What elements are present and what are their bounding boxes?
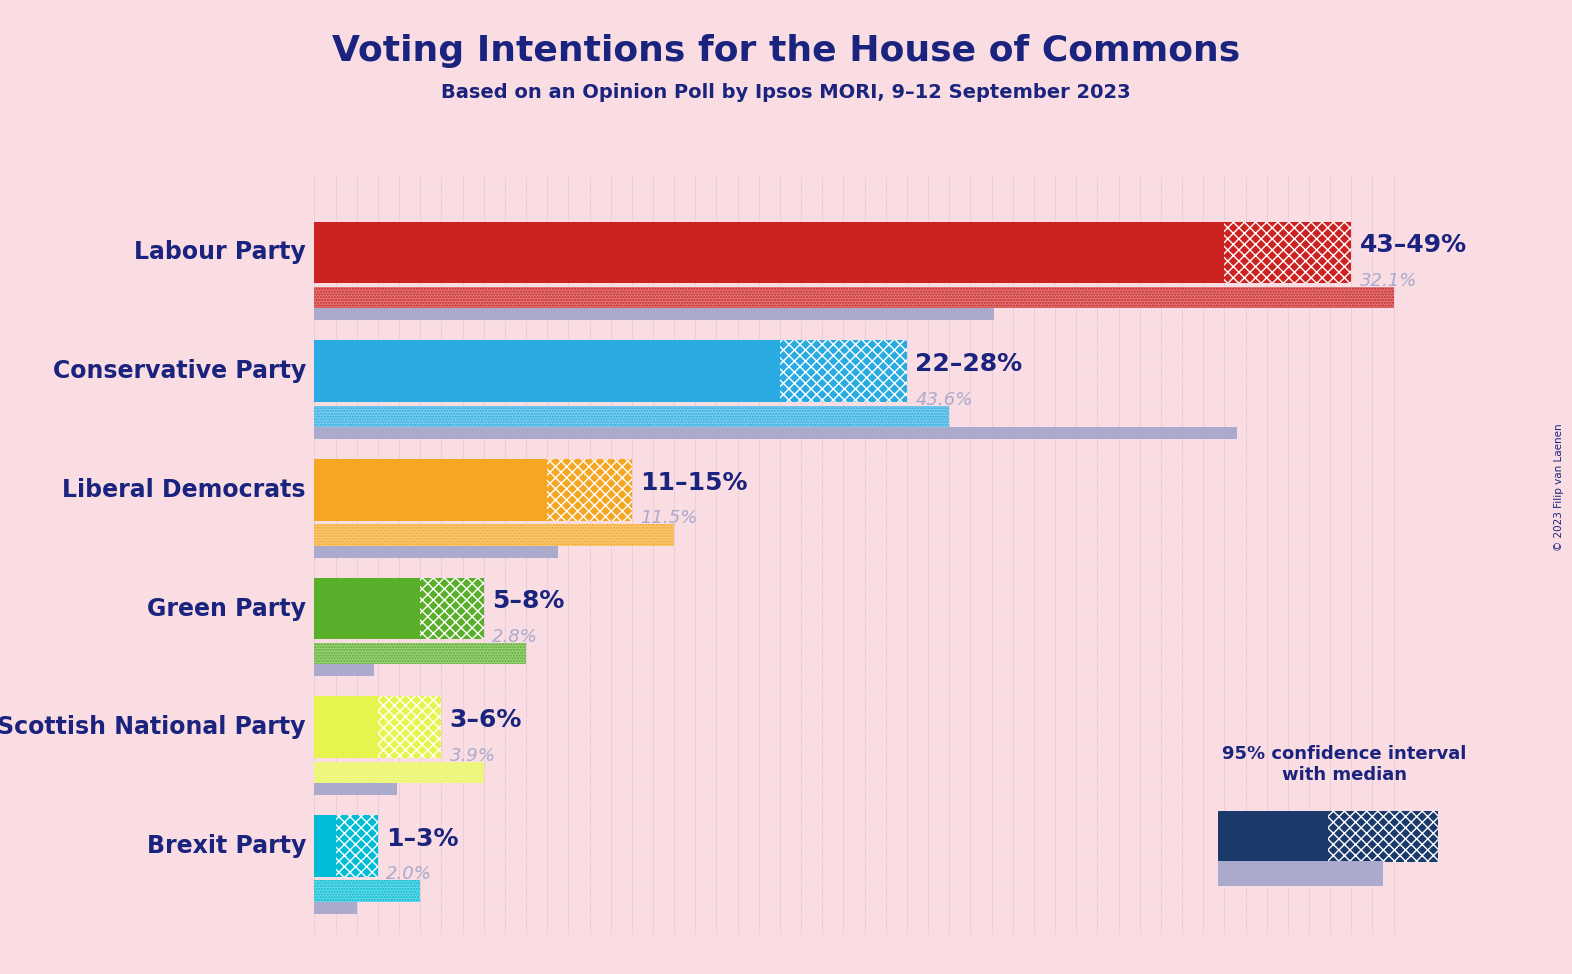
Text: Labour Party: Labour Party (134, 241, 307, 265)
Bar (314, 696, 377, 758)
Bar (314, 664, 374, 676)
Bar (314, 524, 674, 545)
Bar (314, 287, 1394, 308)
Bar (314, 815, 335, 877)
Text: 3.9%: 3.9% (450, 747, 495, 765)
Text: 11–15%: 11–15% (640, 470, 748, 495)
Text: 32.1%: 32.1% (1360, 272, 1416, 290)
Bar (314, 427, 1237, 439)
Bar (314, 545, 558, 557)
Text: Last result: Last result (1253, 865, 1341, 882)
Bar (420, 578, 484, 640)
Text: 11.5%: 11.5% (640, 509, 698, 527)
Bar (314, 902, 357, 914)
Bar (314, 880, 420, 902)
Bar (314, 643, 527, 664)
Bar (1218, 811, 1328, 862)
Bar (314, 643, 527, 664)
Text: 43–49%: 43–49% (1360, 234, 1467, 257)
Bar (314, 222, 1225, 283)
Bar (314, 405, 949, 427)
Bar (314, 578, 420, 640)
Bar (335, 815, 377, 877)
Bar (314, 762, 484, 783)
Bar (314, 762, 484, 783)
Text: 3–6%: 3–6% (450, 708, 522, 732)
Text: Voting Intentions for the House of Commons: Voting Intentions for the House of Commo… (332, 34, 1240, 68)
Text: Based on an Opinion Poll by Ipsos MORI, 9–12 September 2023: Based on an Opinion Poll by Ipsos MORI, … (442, 83, 1130, 102)
Bar (314, 308, 994, 320)
Bar (314, 459, 547, 521)
Bar (314, 287, 1394, 308)
Bar (314, 880, 420, 902)
Bar (377, 696, 442, 758)
Text: Brexit Party: Brexit Party (146, 834, 307, 858)
Text: 43.6%: 43.6% (915, 391, 973, 409)
Bar (314, 340, 780, 402)
Text: Conservative Party: Conservative Party (53, 359, 307, 383)
Bar (314, 783, 396, 795)
Text: 2.0%: 2.0% (387, 866, 432, 883)
Bar (547, 459, 632, 521)
Text: © 2023 Filip van Laenen: © 2023 Filip van Laenen (1555, 423, 1564, 551)
Text: 1–3%: 1–3% (387, 827, 459, 851)
Text: 22–28%: 22–28% (915, 352, 1022, 376)
Bar (780, 340, 907, 402)
Text: Scottish National Party: Scottish National Party (0, 715, 307, 739)
Text: Green Party: Green Party (146, 597, 307, 620)
Text: Liberal Democrats: Liberal Democrats (63, 478, 307, 502)
Bar (1328, 811, 1438, 862)
Bar (1225, 222, 1352, 283)
Text: 5–8%: 5–8% (492, 589, 564, 614)
Text: 2.8%: 2.8% (492, 628, 538, 646)
Bar (314, 524, 674, 545)
Bar (314, 405, 949, 427)
Text: 95% confidence interval
with median: 95% confidence interval with median (1221, 745, 1467, 784)
